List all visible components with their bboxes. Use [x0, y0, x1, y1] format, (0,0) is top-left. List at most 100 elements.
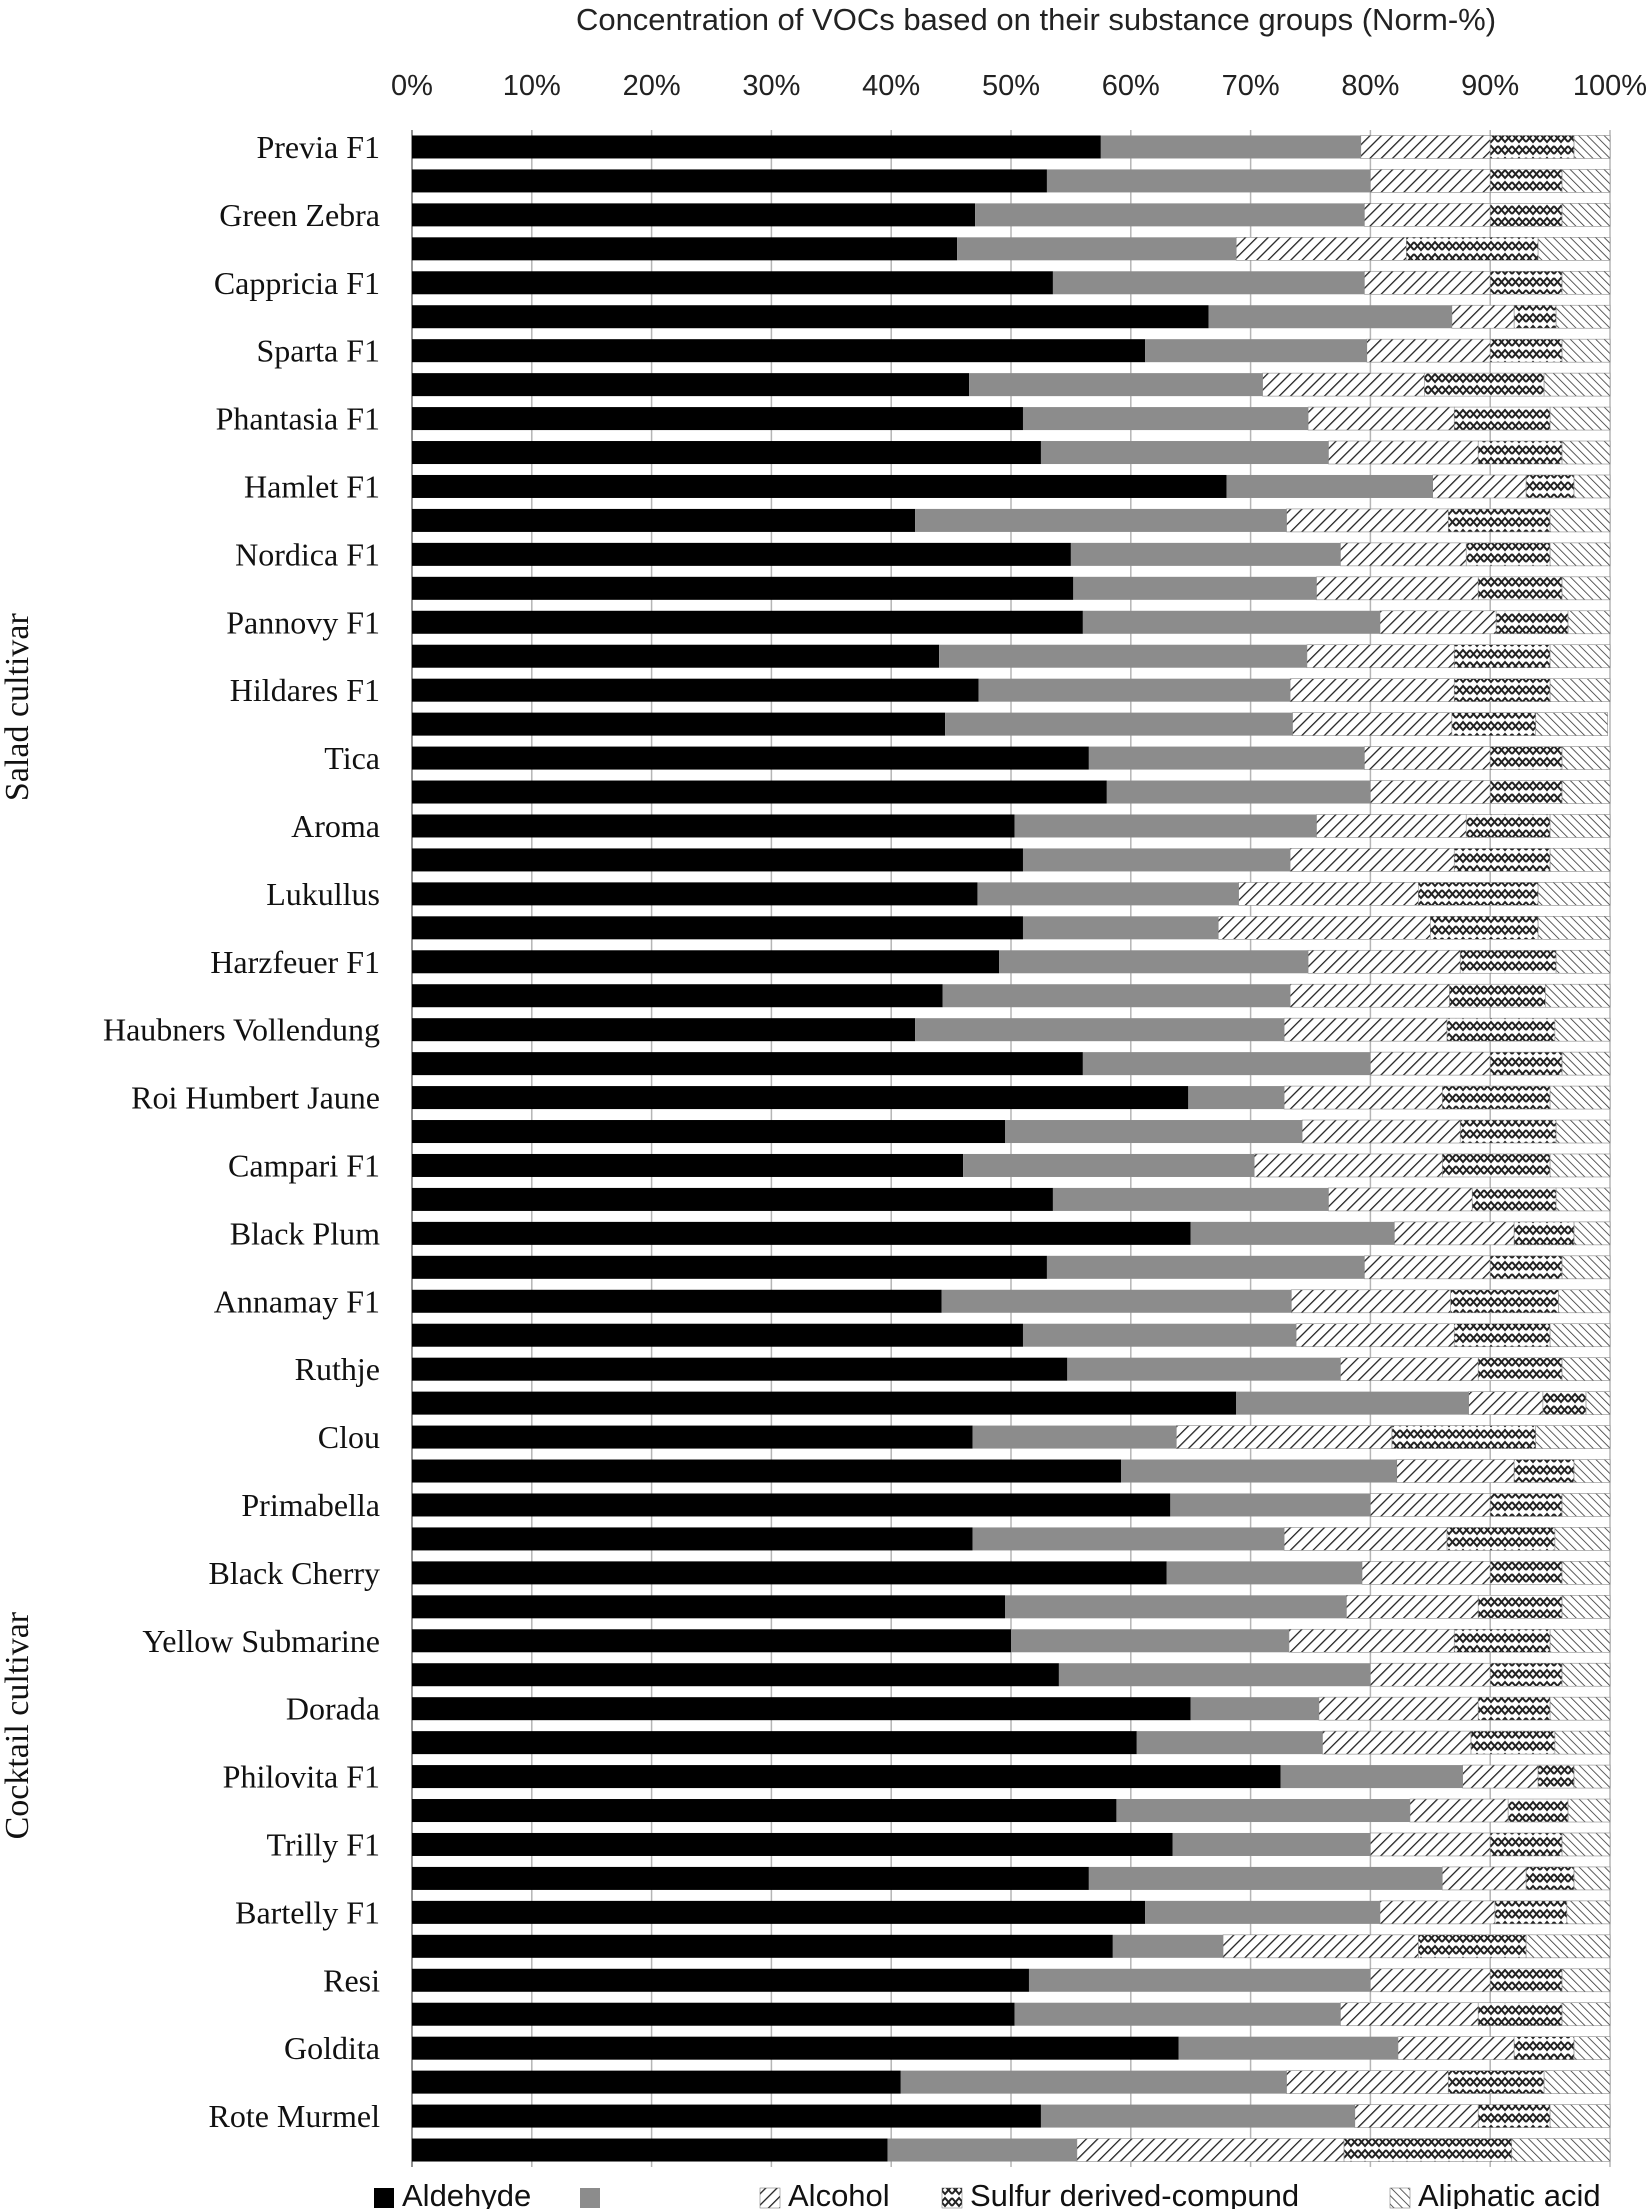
bar-segment-sulfur-derived-compund: [1489, 169, 1563, 193]
x-tick-label: 20%: [623, 70, 681, 102]
bar-segment-aliphatic-acid: [1561, 1561, 1611, 1585]
bar-segment-aldehyde: [412, 1289, 942, 1313]
bar-segment-alcohol: [1322, 1730, 1472, 1755]
category-label: Pannovy F1: [226, 604, 380, 640]
bar-segment-aldehyde: [412, 950, 1000, 974]
category-label: Roi Humbert Jaune: [131, 1080, 380, 1116]
bar-segment-aliphatic-acid: [1555, 1119, 1611, 1144]
bar-segment-alcohol: [1432, 474, 1527, 499]
bar-segment-aldehyde: [412, 508, 916, 532]
bar-segment-alcohol: [1222, 1934, 1419, 1959]
bar-segment-unlabeled: [1121, 1459, 1397, 1483]
bar-segment-aliphatic-acid: [1555, 949, 1611, 974]
bar-segment-alcohol: [1235, 237, 1407, 261]
group-labels: Salad cultivar Cocktail cultivar: [0, 613, 36, 1840]
bar-segment-aldehyde: [412, 984, 943, 1008]
bar-segment-aliphatic-acid: [1561, 270, 1611, 295]
bar-segment-unlabeled: [1070, 542, 1341, 566]
bar-segment-aliphatic-acid: [1573, 1866, 1611, 1891]
bar-segment-sulfur-derived-compund: [1453, 848, 1551, 872]
bar-segment-aliphatic-acid: [1537, 237, 1611, 261]
bar-segment-aldehyde: [412, 135, 1101, 159]
bar-segment-unlabeled: [972, 1425, 1177, 1449]
bar-segment-aliphatic-acid: [1545, 983, 1611, 1008]
bar-segment-aldehyde: [412, 542, 1071, 566]
category-label: Black Cherry: [209, 1555, 381, 1591]
bar-segment-aliphatic-acid: [1561, 440, 1611, 465]
bar-segment-sulfur-derived-compund: [1489, 203, 1563, 227]
x-tick-label: 50%: [982, 70, 1040, 102]
category-label: Green Zebra: [219, 197, 380, 233]
bar-segment-aldehyde: [412, 1086, 1189, 1110]
bar-segment-aliphatic-acid: [1573, 135, 1611, 159]
bar-segment-aliphatic-acid: [1561, 338, 1611, 363]
bar-segment-alcohol: [1286, 508, 1449, 533]
bar-segment-sulfur-derived-compund: [1424, 372, 1545, 397]
bar-segment-aldehyde: [412, 305, 1209, 329]
bar-segment-alcohol: [1301, 1119, 1461, 1144]
bar-segment-aldehyde: [412, 2036, 1179, 2060]
category-label: Dorada: [286, 1691, 380, 1727]
bar-segment-aliphatic-acid: [1549, 542, 1611, 567]
bar-segment-alcohol: [1262, 372, 1425, 397]
bar-segment-sulfur-derived-compund: [1447, 2070, 1545, 2094]
bar-segment-sulfur-derived-compund: [1477, 1595, 1563, 1619]
bar-segment-aliphatic-acid: [1567, 1798, 1611, 1823]
bar-segment-alcohol: [1283, 1527, 1448, 1551]
legend-swatch-aliphatic: [1389, 2187, 1411, 2209]
bar-segment-unlabeled: [1022, 1323, 1297, 1347]
bar-segment-unlabeled: [1106, 780, 1371, 804]
bar-segment-sulfur-derived-compund: [1489, 338, 1563, 363]
category-label: Aroma: [291, 808, 380, 844]
bar-segment-sulfur-derived-compund: [1477, 576, 1563, 601]
bar-segment-aldehyde: [412, 1391, 1237, 1415]
bar-segment-aliphatic-acid: [1561, 1255, 1611, 1280]
bar-segment-aldehyde: [412, 1357, 1068, 1381]
bar-segment-sulfur-derived-compund: [1489, 1051, 1563, 1076]
bar-segment-alcohol: [1394, 1221, 1515, 1246]
bar-segment-aliphatic-acid: [1549, 1153, 1611, 1178]
bar-segment-aliphatic-acid: [1573, 474, 1611, 499]
bar-segment-alcohol: [1364, 746, 1491, 770]
bar-segment-aliphatic-acid: [1561, 1662, 1611, 1687]
category-label: Lukullus: [266, 876, 380, 912]
bar-segment-aldehyde: [412, 678, 979, 702]
bar-segment-sulfur-derived-compund: [1465, 542, 1551, 567]
bar-segment-alcohol: [1451, 304, 1515, 329]
bar-segment-alcohol: [1283, 1085, 1443, 1110]
bar-segment-aliphatic-acid: [1561, 1493, 1611, 1517]
bar-segment-alcohol: [1396, 1459, 1515, 1483]
legend-label-aldehyde: Aldehyde: [402, 2178, 531, 2209]
bar-segment-aldehyde: [412, 882, 978, 906]
legend-label-sulfur: Sulfur derived-compund: [970, 2178, 1299, 2209]
bar-segment-unlabeled: [1178, 2036, 1398, 2060]
bar-segment-unlabeled: [1112, 1934, 1224, 1958]
bar-segment-aliphatic-acid: [1537, 916, 1611, 940]
bar-segment-sulfur-derived-compund: [1470, 1730, 1556, 1755]
bar-segment-sulfur-derived-compund: [1537, 1764, 1575, 1789]
bar-segment-unlabeled: [1082, 1052, 1371, 1076]
bar-segment-sulfur-derived-compund: [1441, 1085, 1551, 1110]
bar-segment-aliphatic-acid: [1549, 848, 1611, 872]
bar-segment-unlabeled: [1014, 2002, 1341, 2026]
bar-segment-aliphatic-acid: [1561, 2002, 1611, 2027]
bar-segment-aliphatic-acid: [1549, 508, 1611, 533]
bar-segment-aldehyde: [412, 1731, 1137, 1755]
bar-segment-sulfur-derived-compund: [1513, 304, 1557, 329]
bar-segment-aliphatic-acid: [1554, 1730, 1611, 1755]
bar-segment-aliphatic-acid: [1549, 1085, 1611, 1110]
bar-segment-aldehyde: [412, 1629, 1011, 1653]
bar-segment-aldehyde: [412, 610, 1083, 634]
category-label: Tica: [324, 740, 380, 776]
bar-segment-aliphatic-acid: [1561, 780, 1611, 804]
bars: [412, 135, 1611, 2162]
category-labels: Previa F1 Green Zebra Cappricia F1 Sparta F…: [103, 129, 380, 2134]
bar-segment-unlabeled: [969, 373, 1263, 397]
bar-segment-alcohol: [1318, 1696, 1479, 1721]
bar-segment-sulfur-derived-compund: [1418, 882, 1539, 906]
bar-segment-alcohol: [1288, 1628, 1455, 1653]
bar-segment-unlabeled: [1116, 1799, 1410, 1823]
bar-segment-aliphatic-acid: [1549, 814, 1611, 838]
bar-segment-aldehyde: [412, 1493, 1171, 1517]
